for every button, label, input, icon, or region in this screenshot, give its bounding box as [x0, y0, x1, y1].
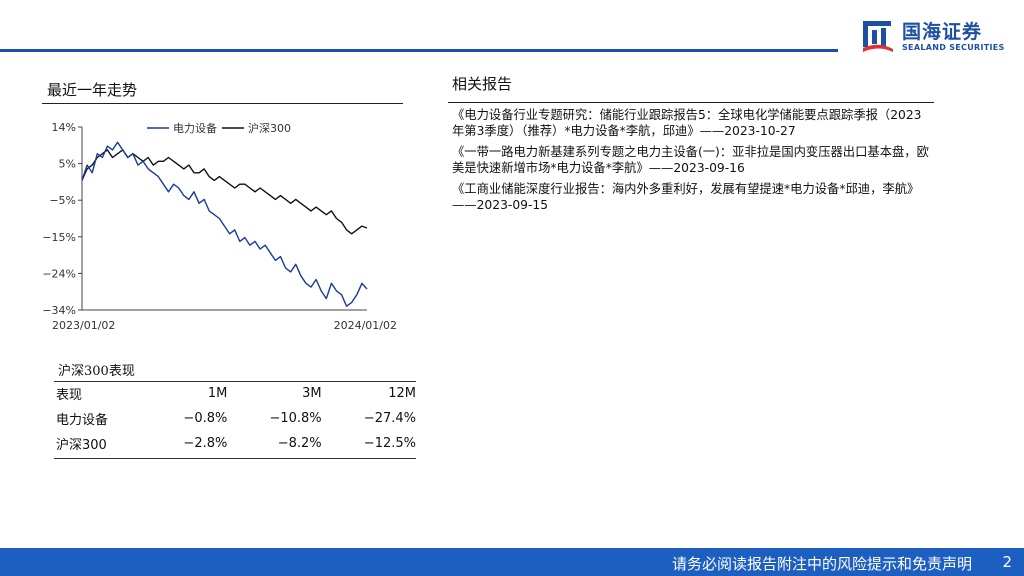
report-link[interactable]: 《一带一路电力新基建系列专题之电力主设备(一)：亚非拉是国内变压器出口基本盘，欧…	[452, 145, 929, 175]
related-reports-list: 《电力设备行业专题研究：储能行业跟踪报告5：全球电化学储能要点跟踪季报（2023…	[452, 107, 930, 218]
table-header-cell: 3M	[302, 386, 322, 401]
table-cell: 沪深300	[56, 438, 107, 453]
logo-icon	[863, 21, 893, 52]
y-tick-label: −15%	[42, 231, 76, 244]
company-logo: 国海证券 SEALAND SECURITIES	[860, 17, 1010, 57]
table-cell: −8.2%	[277, 436, 322, 451]
y-tick-label: −34%	[42, 304, 76, 317]
table-row: 电力设备 −0.8% −10.8% −27.4%	[54, 406, 416, 431]
table-bottom-rule	[54, 458, 416, 459]
header-rule	[0, 49, 838, 52]
table-cell: −27.4%	[363, 411, 416, 426]
table-header-cell: 12M	[388, 386, 416, 401]
footer-disclaimer: 请务必阅读报告附注中的风险提示和免责声明	[671, 555, 972, 573]
table-header-cell: 表现	[56, 388, 83, 403]
related-title-rule	[448, 102, 934, 103]
x-tick-label: 2024/01/02	[334, 319, 397, 332]
table-header-row: 表现 1M 3M 12M	[54, 381, 416, 406]
table-cell: −0.8%	[183, 411, 228, 426]
logo-text-en: SEALAND SECURITIES	[902, 43, 1005, 52]
related-title: 相关报告	[452, 75, 513, 93]
legend-label: 沪深300	[248, 121, 291, 135]
trend-title-rule	[42, 103, 403, 104]
logo-text-cn: 国海证券	[902, 21, 983, 43]
y-tick-label: 5%	[59, 158, 76, 171]
table-cell: −2.8%	[183, 436, 228, 451]
table-row: 沪深300 −2.8% −8.2% −12.5%	[54, 431, 416, 456]
trend-title: 最近一年走势	[47, 81, 138, 99]
table-cell: 电力设备	[56, 413, 109, 428]
y-axis: 14% 5% −5% −15% −24% −34%	[42, 121, 83, 317]
trend-chart: 14% 5% −5% −15% −24% −34% 2023/01/02 2024/01/0…	[42, 121, 397, 332]
y-tick-label: 14%	[52, 121, 76, 134]
legend-label: 电力设备	[173, 121, 217, 135]
performance-table: 表现 1M 3M 12M 电力设备 −0.8% −10.8% −27.4% 沪深…	[54, 381, 416, 456]
y-tick-label: −5%	[49, 194, 76, 207]
report-link[interactable]: 《电力设备行业专题研究：储能行业跟踪报告5：全球电化学储能要点跟踪季报（2023…	[452, 108, 922, 138]
page-number: 2	[1002, 553, 1012, 571]
x-axis: 2023/01/02 2024/01/02	[52, 309, 397, 332]
report-link[interactable]: 《工商业储能深度行业报告：海内外多重利好，发展有望提速*电力设备*邱迪，李航》—…	[452, 182, 920, 212]
table-cell: −10.8%	[269, 411, 322, 426]
chart-lines	[81, 141, 368, 307]
footer-bar: 请务必阅读报告附注中的风险提示和免责声明 2	[0, 548, 1024, 576]
series-line	[81, 149, 368, 235]
y-tick-label: −24%	[42, 267, 76, 280]
series-line	[81, 141, 368, 307]
performance-title: 沪深300表现	[58, 364, 135, 379]
x-tick-label: 2023/01/02	[52, 319, 115, 332]
table-cell: −12.5%	[363, 436, 416, 451]
chart-legend: 电力设备 沪深300	[147, 121, 291, 135]
table-top-rule	[54, 381, 416, 382]
table-header-cell: 1M	[207, 386, 228, 401]
